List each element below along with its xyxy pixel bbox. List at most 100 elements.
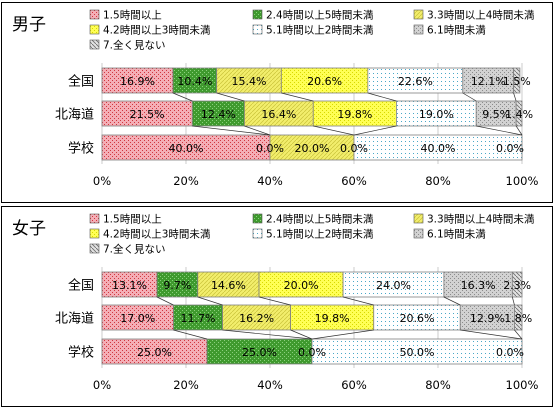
legend-label: 3.3時間以上4時間未満 [427, 10, 535, 22]
data-label: 25.0% [137, 346, 172, 359]
bar-segment [101, 100, 193, 127]
data-label: 40.0% [421, 142, 456, 155]
chart-title: 男子 [12, 15, 46, 35]
legend-item: 2.4時間以上5時間未満 [252, 214, 374, 226]
data-label: 22.6% [398, 75, 433, 88]
category-label: 全国 [68, 74, 94, 90]
data-label: 17.0% [120, 312, 155, 325]
data-label: 11.7% [180, 312, 215, 325]
data-label: 1.5% [503, 75, 531, 88]
legend-swatch [413, 213, 424, 224]
data-label: 19.8% [315, 312, 350, 325]
legend-label: 3.3時間以上4時間未満 [427, 214, 535, 226]
x-tick-label: 0% [93, 378, 111, 392]
data-label: 16.2% [239, 312, 274, 325]
bar-segment [290, 304, 375, 331]
bar-segment [101, 338, 208, 365]
legend-swatch [413, 9, 424, 20]
legend-label: 7.全く見ない [103, 243, 166, 256]
data-label: 1.8% [504, 312, 532, 325]
bar-segment [514, 304, 523, 331]
chart-panel-2: 女子 1.5時間以上 2.4時間以上5時間未満 3.3時間以上4時間未満 4.2時間以上… [1, 206, 553, 407]
series-line [513, 92, 517, 102]
bar-segment [101, 67, 174, 94]
data-label: 25.0% [242, 346, 277, 359]
data-label: 21.5% [130, 108, 165, 121]
data-label: 0.0% [256, 142, 284, 155]
x-tick-label: 0% [93, 174, 111, 188]
series-line [311, 329, 374, 340]
series-line [462, 92, 477, 102]
legend-swatch [89, 39, 100, 50]
bar-segment [515, 100, 523, 127]
data-label: 1.4% [505, 108, 533, 121]
data-label: 24.0% [376, 279, 411, 292]
data-label: 12.1% [471, 75, 506, 88]
chart-panel-1: 男子 1.5時間以上 2.4時間以上5時間未満 3.3時間以上4時間未満 4.2時間以上… [1, 2, 553, 203]
chart-title: 女子 [12, 219, 46, 239]
data-label: 20.0% [295, 142, 330, 155]
legend-swatch [89, 213, 100, 224]
x-tick-label: 40% [257, 378, 283, 392]
x-tick-label: 20% [173, 378, 199, 392]
data-label: 20.6% [307, 75, 342, 88]
series-line [460, 329, 523, 340]
series-line [476, 125, 523, 136]
x-tick-label: 100% [506, 378, 539, 392]
bar-segment [156, 271, 199, 298]
data-label: 9.7% [163, 279, 191, 292]
legend-label: 2.4時間以上5時間未満 [266, 10, 374, 22]
legend-item: 7.全く見ない [89, 243, 166, 256]
data-label: 0.0% [298, 346, 326, 359]
legend-label: 5.1時間以上2時間未満 [266, 229, 374, 241]
bar-segment [191, 100, 245, 127]
data-label: 40.0% [169, 142, 204, 155]
x-tick-label: 100% [506, 174, 539, 188]
data-label: 16.9% [120, 75, 155, 88]
legend-swatch [252, 228, 263, 239]
legend-label: 2.4時間以上5時間未満 [266, 214, 374, 226]
legend-item: 3.3時間以上4時間未満 [413, 9, 535, 22]
data-label: 12.4% [201, 108, 236, 121]
x-tick-label: 60% [341, 378, 367, 392]
data-label: 20.0% [284, 279, 319, 292]
legend-item: 2.4時間以上5時間未満 [252, 10, 374, 22]
category-label: 全国 [68, 278, 94, 294]
legend-swatch [89, 228, 100, 239]
data-label: 2.3% [503, 279, 531, 292]
legend-label: 1.5時間以上 [103, 214, 162, 226]
legend-label: 4.2時間以上3時間未満 [103, 229, 211, 241]
series-line [258, 296, 291, 306]
series-line [342, 296, 374, 306]
legend-item: 1.5時間以上 [89, 9, 162, 22]
bar-segment [101, 304, 174, 331]
bar-segment [367, 67, 464, 94]
data-label: 16.3% [461, 279, 496, 292]
bar-segment [511, 271, 523, 298]
data-label: 0.0% [496, 142, 524, 155]
x-tick-label: 80% [425, 174, 451, 188]
data-label: 20.6% [400, 312, 435, 325]
bar-segment [280, 67, 369, 94]
bar-segment [101, 271, 158, 298]
legend-item: 6.1時間未満 [413, 229, 486, 241]
series-line [443, 296, 461, 306]
category-label: 学校 [68, 345, 94, 361]
series-line [515, 125, 523, 136]
legend-swatch [89, 9, 100, 20]
data-label: 19.0% [419, 108, 454, 121]
x-tick-label: 40% [257, 174, 283, 188]
series-line [290, 329, 313, 340]
series-line [353, 125, 397, 136]
x-tick-label: 20% [173, 174, 199, 188]
x-tick-label: 80% [425, 378, 451, 392]
legend-item: 5.1時間以上2時間未満 [252, 228, 374, 241]
category-label: 北海道 [55, 312, 94, 327]
bar-segment [353, 134, 523, 161]
data-label: 15.4% [232, 75, 267, 88]
bar-segment [172, 67, 218, 94]
legend-label: 1.5時間以上 [103, 10, 162, 22]
series-line [281, 92, 314, 102]
legend-item: 6.1時間未満 [413, 25, 486, 37]
